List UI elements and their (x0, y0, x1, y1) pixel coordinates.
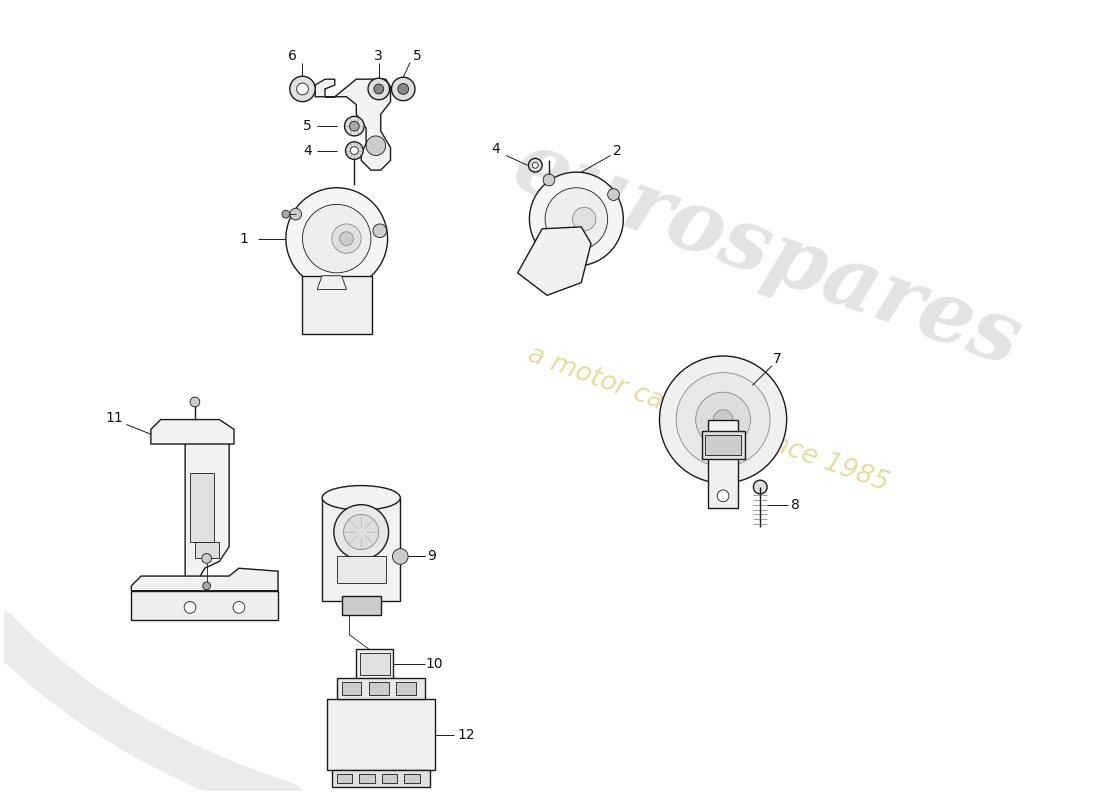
Circle shape (233, 602, 245, 614)
Circle shape (289, 76, 316, 102)
Circle shape (297, 83, 308, 95)
Text: 12: 12 (456, 727, 475, 742)
Circle shape (201, 554, 211, 563)
Circle shape (340, 232, 353, 246)
Bar (342, 682, 361, 695)
Circle shape (190, 397, 200, 407)
Bar (337, 678, 425, 699)
Circle shape (345, 142, 363, 159)
Circle shape (543, 174, 554, 186)
Ellipse shape (322, 486, 400, 510)
Circle shape (344, 116, 364, 136)
Bar (360, 654, 389, 675)
Polygon shape (195, 542, 219, 558)
Bar (301, 276, 372, 334)
Polygon shape (316, 79, 334, 97)
Circle shape (392, 78, 415, 101)
Polygon shape (324, 79, 390, 170)
Bar (404, 774, 420, 783)
Bar (337, 555, 386, 583)
Circle shape (333, 505, 388, 559)
Bar (332, 770, 430, 787)
Circle shape (607, 189, 619, 201)
Bar (190, 474, 214, 542)
Bar (368, 682, 388, 695)
Text: 5: 5 (412, 49, 421, 62)
Circle shape (202, 582, 210, 590)
Circle shape (374, 84, 384, 94)
Text: 8: 8 (791, 498, 800, 512)
Text: eurospares: eurospares (503, 123, 1032, 384)
Text: 10: 10 (426, 657, 443, 671)
Bar (360, 774, 375, 783)
Circle shape (393, 549, 408, 564)
Text: 6: 6 (288, 49, 297, 62)
Circle shape (528, 158, 542, 172)
Text: 7: 7 (772, 352, 781, 366)
Circle shape (343, 514, 378, 550)
Circle shape (289, 208, 301, 220)
Circle shape (398, 83, 408, 94)
Circle shape (676, 373, 770, 466)
Circle shape (368, 78, 389, 100)
Circle shape (572, 207, 596, 230)
Circle shape (332, 224, 361, 254)
Circle shape (754, 480, 767, 494)
Text: 5: 5 (302, 119, 311, 133)
Polygon shape (317, 276, 346, 290)
Polygon shape (131, 568, 278, 590)
Bar (337, 774, 352, 783)
Circle shape (351, 146, 359, 154)
Bar (705, 435, 740, 454)
Text: 4: 4 (302, 143, 311, 158)
Text: 1: 1 (240, 232, 249, 246)
Text: 2: 2 (613, 143, 621, 158)
Circle shape (546, 188, 607, 250)
Bar (342, 596, 381, 615)
Circle shape (529, 172, 624, 266)
Circle shape (373, 224, 386, 238)
Circle shape (184, 602, 196, 614)
Bar (322, 498, 400, 601)
Circle shape (713, 410, 733, 430)
Circle shape (695, 392, 750, 447)
Circle shape (660, 356, 786, 483)
Circle shape (717, 490, 729, 502)
Circle shape (302, 204, 371, 273)
Circle shape (532, 162, 538, 168)
Text: 9: 9 (427, 550, 436, 563)
Circle shape (282, 210, 289, 218)
Bar (382, 774, 397, 783)
Text: a motor car parts since 1985: a motor car parts since 1985 (525, 342, 892, 497)
Text: 4: 4 (492, 142, 500, 156)
Text: 11: 11 (106, 410, 123, 425)
Polygon shape (185, 434, 229, 586)
Polygon shape (131, 590, 278, 620)
Circle shape (286, 188, 387, 290)
Bar (356, 650, 394, 678)
Polygon shape (151, 419, 234, 444)
Bar (708, 419, 738, 507)
Polygon shape (518, 227, 591, 295)
Bar (396, 682, 416, 695)
Text: 3: 3 (374, 49, 383, 62)
Bar (702, 431, 745, 458)
Bar (327, 699, 434, 770)
Circle shape (350, 122, 360, 131)
Circle shape (366, 136, 386, 155)
